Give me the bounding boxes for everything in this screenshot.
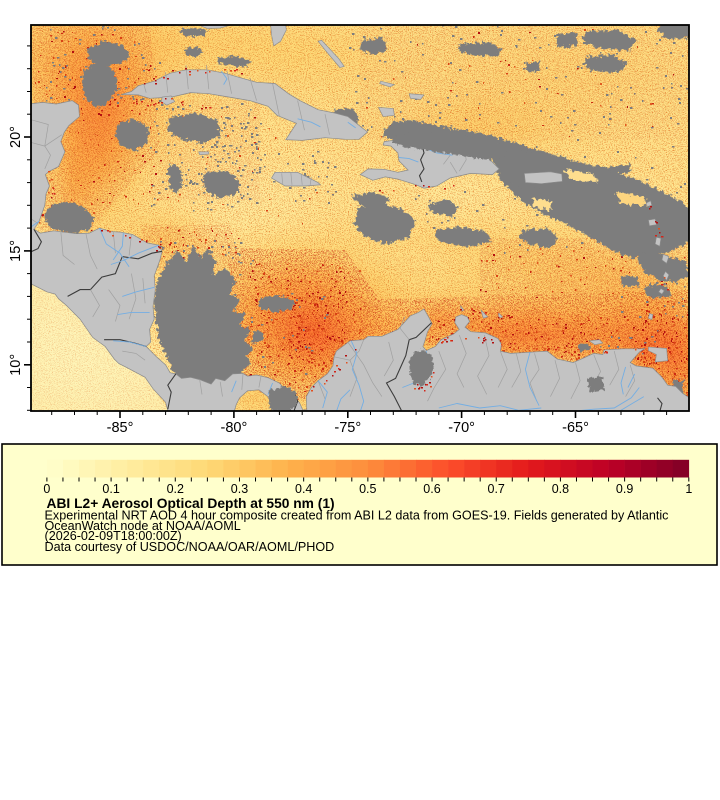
svg-text:0.8: 0.8: [552, 482, 569, 496]
svg-text:OceanWatch node at NOAA/AOML: OceanWatch node at NOAA/AOML: [45, 519, 241, 533]
svg-text:(2026-02-09T18:00:00Z): (2026-02-09T18:00:00Z): [45, 529, 182, 543]
svg-text:20°: 20°: [8, 126, 24, 148]
svg-text:0: 0: [43, 482, 50, 496]
svg-text:Experimental NRT AOD 4 hour co: Experimental NRT AOD 4 hour composite cr…: [45, 509, 669, 523]
svg-text:15°: 15°: [8, 240, 24, 262]
svg-text:Data courtesy of USDOC/NOAA/OA: Data courtesy of USDOC/NOAA/OAR/AOML/PHO…: [45, 540, 335, 554]
svg-text:0.2: 0.2: [167, 482, 184, 496]
svg-text:-75°: -75°: [334, 420, 361, 436]
svg-text:-85°: -85°: [107, 420, 134, 436]
svg-text:-70°: -70°: [448, 420, 475, 436]
svg-text:0.1: 0.1: [102, 482, 119, 496]
svg-text:ABI L2+ Aerosol Optical Depth: ABI L2+ Aerosol Optical Depth at 550 nm …: [47, 496, 335, 511]
svg-text:10°: 10°: [8, 354, 24, 376]
svg-text:0.7: 0.7: [488, 482, 505, 496]
svg-text:0.4: 0.4: [295, 482, 312, 496]
svg-text:-65°: -65°: [562, 420, 589, 436]
svg-text:0.3: 0.3: [231, 482, 248, 496]
svg-text:0.6: 0.6: [423, 482, 440, 496]
svg-text:0.5: 0.5: [359, 482, 376, 496]
svg-text:0.9: 0.9: [616, 482, 633, 496]
svg-text:-80°: -80°: [221, 420, 248, 436]
svg-text:1: 1: [685, 482, 692, 496]
